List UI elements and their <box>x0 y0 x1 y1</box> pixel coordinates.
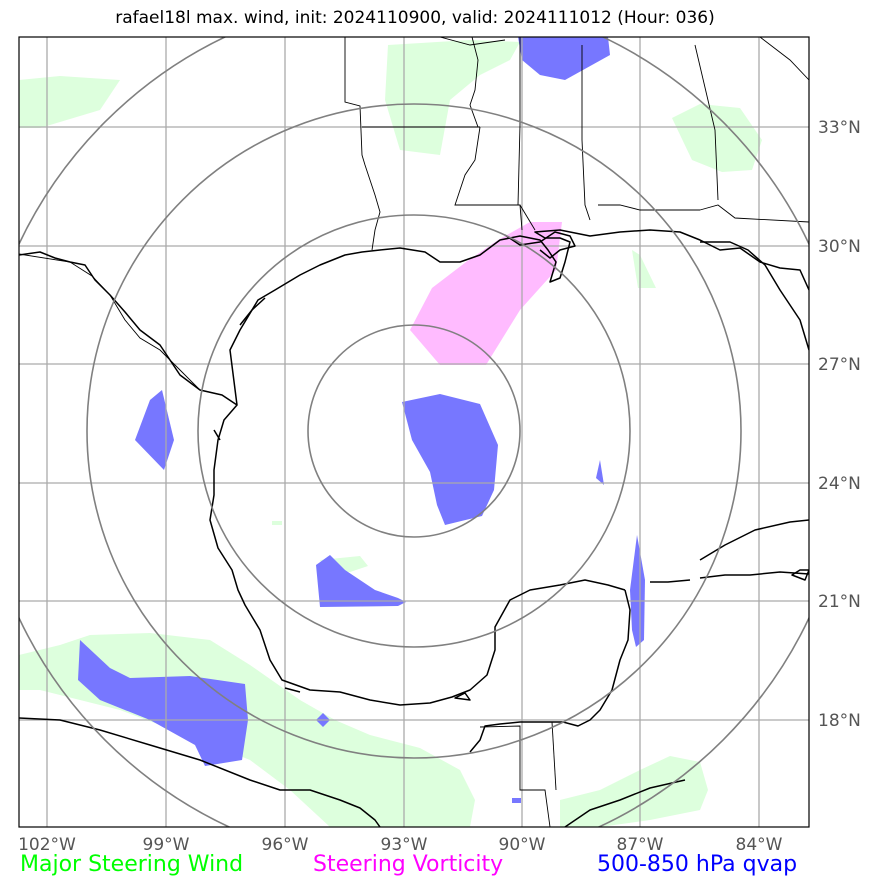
florida-coast <box>700 241 809 351</box>
border-tx-ok <box>344 37 381 251</box>
lat-tick-33n: 33°N <box>818 118 861 138</box>
west-gulf-coast <box>209 404 626 706</box>
gulf-coastline <box>19 229 809 406</box>
qvap-area-yucatan-channel <box>630 535 645 647</box>
range-rings <box>19 37 809 827</box>
coast-island-2 <box>239 297 266 326</box>
border-ms-al <box>517 37 521 206</box>
range-ring-3 <box>86 103 742 759</box>
qvap-area-dot <box>512 798 521 803</box>
coastlines <box>19 229 809 827</box>
delta-island-2 <box>284 687 301 693</box>
lat-tick-21n: 21°N <box>818 592 861 612</box>
qvap-area-south-west <box>78 640 248 766</box>
qvap-area-campeche <box>316 555 406 607</box>
longitude-ticks: 102°W 99°W 96°W 93°W 90°W 87°W 84°W <box>18 835 783 855</box>
border-tn <box>439 37 506 46</box>
latitude-ticks: 33°N 30°N 27°N 24°N 21°N 18°N <box>818 118 861 731</box>
legend-steering-wind: Major Steering Wind <box>20 852 244 877</box>
lon-tick-96w: 96°W <box>262 835 309 855</box>
cuba-west <box>650 579 691 583</box>
border-al-ga <box>581 45 591 221</box>
yucatan-coast <box>469 589 631 753</box>
lon-tick-87w: 87°W <box>617 835 664 855</box>
qvap-area-west <box>135 390 174 470</box>
border-mex-guat <box>479 725 551 827</box>
qvap-area-north <box>518 37 610 80</box>
steering-vorticity-area <box>410 222 562 365</box>
legend-qvap: 500-850 hPa qvap <box>597 852 798 877</box>
range-ring-2 <box>197 214 631 648</box>
lat-tick-18n: 18°N <box>818 711 861 731</box>
qvap-area-east-small <box>596 460 604 485</box>
lon-tick-90w: 90°W <box>499 835 546 855</box>
qvap-area-center <box>402 394 498 525</box>
honduras-coast <box>564 779 686 827</box>
range-ring-1 <box>307 324 521 538</box>
lat-tick-30n: 30°N <box>818 237 861 257</box>
delta-island-1 <box>454 692 471 701</box>
qvap-layer <box>78 37 645 803</box>
legend-steering-vorticity: Steering Vorticity <box>313 852 504 877</box>
border-us-mexico <box>19 253 238 406</box>
border-ms-la-south <box>519 204 536 231</box>
lon-tick-84w: 84°W <box>736 835 783 855</box>
steering-wind-area-georgia <box>672 104 762 172</box>
border-nc-sc <box>759 37 809 81</box>
border-la-ms <box>454 126 523 231</box>
lon-tick-102w: 102°W <box>18 835 76 855</box>
border-ga-fl <box>699 204 809 223</box>
lon-tick-99w: 99°W <box>143 835 190 855</box>
border-belize <box>551 721 557 791</box>
political-borders <box>19 37 809 827</box>
steering-wind-area-east-gulf <box>632 250 656 288</box>
map-title: rafael18l max. wind, init: 2024110900, v… <box>115 8 715 28</box>
cuba-south <box>699 571 809 579</box>
lon-tick-93w: 93°W <box>381 835 428 855</box>
steering-wind-area-yucatan <box>560 756 708 827</box>
cuba-coast <box>699 519 809 561</box>
border-ar-tn <box>469 37 479 128</box>
map-frame <box>18 36 810 828</box>
border-al-fl <box>598 204 700 211</box>
lat-tick-24n: 24°N <box>818 474 861 494</box>
isle-of-youth <box>791 569 809 581</box>
steering-wind-area-dot <box>272 521 282 525</box>
border-ga-sc <box>694 44 719 201</box>
steering-vorticity-layer <box>410 222 562 365</box>
coast-island-1 <box>213 429 221 441</box>
lat-tick-27n: 27°N <box>818 355 861 375</box>
steering-wind-area-north-west <box>19 76 120 128</box>
mississippi-delta <box>504 231 576 259</box>
steering-wind-area-mississippi <box>385 40 520 155</box>
